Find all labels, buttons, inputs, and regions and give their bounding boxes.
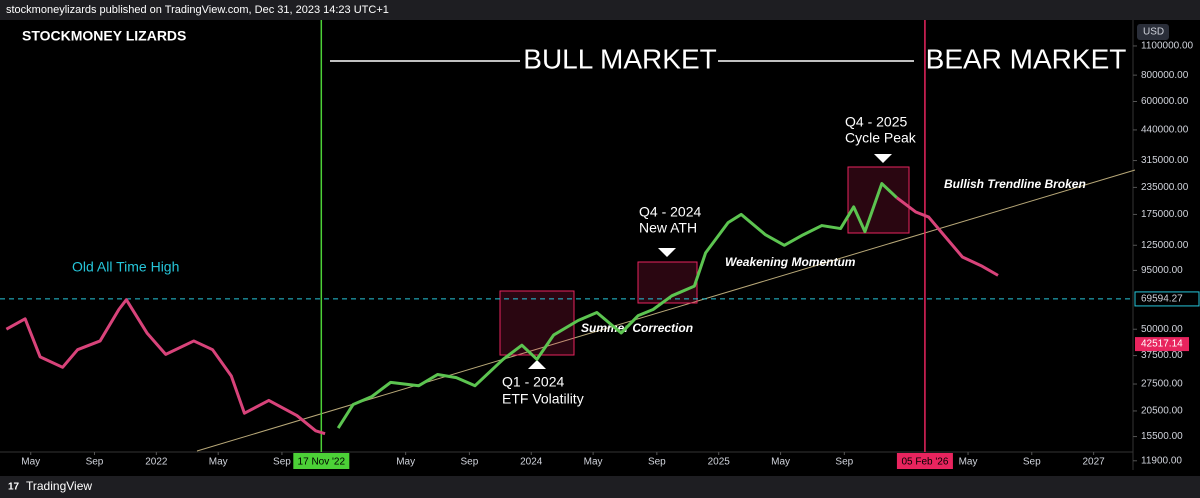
annotation: Q1 - 2024 xyxy=(502,374,564,390)
price-line xyxy=(895,196,999,277)
x-tick-label: 2024 xyxy=(520,457,543,468)
x-tick-label: Sep xyxy=(86,457,104,468)
y-tick-label: 1100000.00 xyxy=(1141,41,1194,52)
highlight-box xyxy=(499,290,575,356)
y-tick-label: 125000.00 xyxy=(1141,240,1189,251)
x-tick-label: 2027 xyxy=(1083,457,1106,468)
y-tick-label: 95000.00 xyxy=(1141,265,1183,276)
y-tick-label: 175000.00 xyxy=(1141,209,1189,220)
x-tick-label: May xyxy=(396,457,415,468)
x-tick-label: 2025 xyxy=(708,457,731,468)
x-tick-label: Sep xyxy=(835,457,853,468)
arrow xyxy=(528,360,546,369)
y-tick-label: 15500.00 xyxy=(1141,431,1183,442)
y-tick-label: 37500.00 xyxy=(1141,350,1183,361)
annotation: Q4 - 2025 xyxy=(845,114,907,130)
y-tick-label: 440000.00 xyxy=(1141,125,1189,136)
footer-brand: TradingView xyxy=(26,479,92,493)
currency: USD xyxy=(1143,27,1164,38)
y-tick-label: 27500.00 xyxy=(1141,379,1183,390)
x-tick-label: May xyxy=(21,457,40,468)
annotation: BEAR MARKET xyxy=(926,43,1127,74)
y-tick-label: 800000.00 xyxy=(1141,70,1189,81)
annotation: ETF Volatility xyxy=(502,391,584,407)
footer-bar xyxy=(0,476,1200,498)
marker-label: 05 Feb '26 xyxy=(901,457,948,468)
header: stockmoneylizards published on TradingVi… xyxy=(6,4,389,16)
marker-label-box xyxy=(293,453,350,469)
annotation: Summer Correction xyxy=(581,321,693,335)
y-tick-label: 50000.00 xyxy=(1141,324,1183,335)
y-tick-label: 11900.00 xyxy=(1141,455,1182,466)
marker-label-box xyxy=(896,453,953,469)
annotation: Cycle Peak xyxy=(845,130,917,146)
y-tick-label: 600000.00 xyxy=(1141,96,1189,107)
x-tick-label: May xyxy=(771,457,790,468)
arrow xyxy=(658,248,676,257)
price-line xyxy=(5,298,326,436)
x-tick-label: Sep xyxy=(648,457,666,468)
annotation: BULL MARKET xyxy=(523,43,716,74)
price-line xyxy=(336,182,898,429)
x-tick-label: May xyxy=(584,457,603,468)
y-tick-label: 315000.00 xyxy=(1141,155,1189,166)
tv-logo: 17 xyxy=(8,482,20,493)
annotation: Bullish Trendline Broken xyxy=(944,177,1086,191)
arrow xyxy=(874,154,892,163)
annotation: Old All Time High xyxy=(72,259,179,275)
y-tick-label: 235000.00 xyxy=(1141,182,1189,193)
annotation: New ATH xyxy=(639,220,697,236)
y-tick-label: 20500.00 xyxy=(1141,406,1183,417)
x-tick-label: Sep xyxy=(460,457,478,468)
header-bar xyxy=(0,0,1200,20)
x-tick-label: May xyxy=(959,457,978,468)
highlight-box xyxy=(637,261,698,304)
price-label: 69594.27 xyxy=(1141,294,1183,305)
marker-label: 17 Nov '22 xyxy=(298,457,346,468)
price-label-box xyxy=(1134,291,1200,307)
last-price-label: 42517.14 xyxy=(1141,339,1183,350)
last-price-box xyxy=(1135,337,1189,352)
chart-title: STOCKMONEY LIZARDS xyxy=(22,28,186,44)
x-tick-label: May xyxy=(209,457,228,468)
currency-box xyxy=(1137,24,1169,40)
x-tick-label: Sep xyxy=(273,457,291,468)
x-tick-label: 2022 xyxy=(145,457,168,468)
annotation: Weakening Momentum xyxy=(725,255,856,269)
annotation: Q4 - 2024 xyxy=(639,204,701,220)
x-tick-label: Sep xyxy=(1023,457,1041,468)
